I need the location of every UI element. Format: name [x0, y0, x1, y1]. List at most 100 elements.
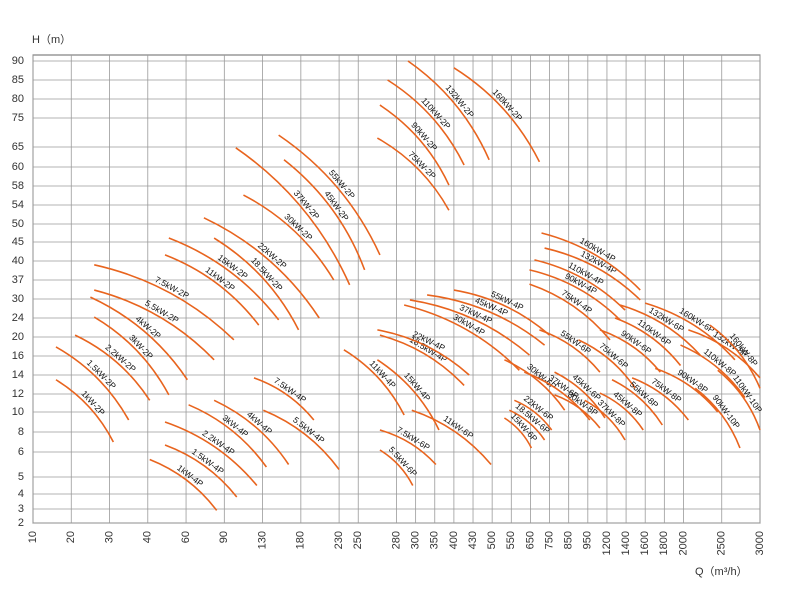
x-tick-label: 10 — [27, 531, 39, 543]
y-tick-label: 8 — [18, 426, 24, 438]
pump-curve — [680, 344, 746, 399]
y-tick-label: 65 — [12, 141, 24, 153]
pump-curve — [599, 392, 644, 431]
curve-label: 132kW-2P — [444, 83, 477, 120]
pump-curve — [90, 296, 188, 381]
pump-curve — [94, 264, 235, 341]
x-tick-label: 280 — [390, 531, 402, 549]
pump-curve — [534, 259, 626, 311]
pump-curve — [717, 369, 761, 431]
y-tick-label: 30 — [12, 293, 24, 305]
y-tick-label: 90 — [12, 55, 24, 67]
x-tick-label: 20 — [65, 531, 77, 543]
y-tick-label: 4 — [18, 488, 24, 500]
x-tick-label: 130 — [256, 531, 268, 549]
pump-curve — [164, 421, 258, 487]
x-tick-label: 550 — [505, 531, 517, 549]
pump-curve — [213, 237, 300, 331]
x-tick-label: 230 — [333, 531, 345, 549]
y-tick-label: 2 — [18, 517, 24, 529]
pump-curve — [55, 346, 130, 421]
y-tick-label: 6 — [18, 446, 24, 458]
x-tick-label: 300 — [410, 531, 422, 549]
pump-curve — [93, 316, 170, 396]
pump-curve — [253, 377, 315, 421]
x-tick-label: 3000 — [754, 531, 766, 555]
pump-curve — [278, 134, 381, 256]
curve-label: 1.5kW-2P — [85, 358, 119, 392]
curve-label: 5.5kW-4P — [291, 415, 327, 446]
x-tick-label: 400 — [448, 531, 460, 549]
pump-curve — [578, 339, 636, 389]
pump-curve — [379, 334, 465, 387]
y-tick-label: 60 — [12, 161, 24, 173]
pump-curve — [213, 399, 290, 465]
x-tick-label: 1400 — [620, 531, 632, 555]
pump-curve — [453, 67, 541, 163]
pump-curve — [407, 60, 490, 161]
pump-curve — [376, 137, 450, 211]
x-tick-label: 40 — [142, 531, 154, 543]
x-tick-label: 750 — [543, 531, 555, 549]
pump-curve — [453, 289, 551, 336]
x-tick-label: 500 — [486, 531, 498, 549]
x-tick-label: 950 — [582, 531, 594, 549]
pump-curve — [55, 379, 115, 443]
curve-label: 7.5kW-4P — [272, 375, 308, 405]
pump-curve — [509, 409, 546, 441]
pump-curve — [387, 79, 465, 166]
y-tick-label: 50 — [12, 218, 24, 230]
pump-curve — [644, 302, 736, 361]
pump-curve — [544, 247, 641, 301]
x-tick-label: 250 — [352, 531, 364, 549]
pump-curve — [504, 359, 566, 411]
pump-curve — [376, 359, 440, 431]
curve-label: 5.5kW-6P — [387, 445, 420, 479]
pump-curve — [409, 299, 530, 356]
pump-curve — [503, 417, 533, 449]
pump-curve — [343, 349, 405, 416]
pump-curve — [379, 429, 437, 466]
x-tick-label: 850 — [563, 531, 575, 549]
pump-curve — [539, 329, 601, 373]
y-tick-label: 58 — [12, 180, 24, 192]
pump-curve — [694, 387, 741, 449]
pump-curve — [614, 317, 682, 366]
x-tick-label: 30 — [103, 531, 115, 543]
x-tick-label: 1200 — [601, 531, 613, 555]
x-axis-label: Q（m³/h） — [695, 565, 748, 578]
pump-curve — [164, 254, 260, 326]
pump-curve — [283, 159, 366, 271]
y-tick-label: 40 — [12, 255, 24, 267]
x-tick-label: 180 — [295, 531, 307, 549]
pump-curve — [379, 104, 450, 186]
x-tick-label: 350 — [429, 531, 441, 549]
pump-curve — [235, 147, 351, 286]
pump-curve — [619, 304, 701, 356]
y-tick-label: 14 — [12, 369, 24, 381]
y-tick-label: 3 — [18, 503, 24, 515]
pump-curve — [243, 194, 335, 281]
pump-curve — [411, 409, 492, 466]
pump-curve — [611, 379, 664, 426]
curve-label: 110kW-2P — [419, 95, 453, 131]
pump-curve — [709, 324, 761, 389]
y-axis-label: H（m） — [32, 33, 71, 46]
pump-curve — [94, 289, 215, 361]
pump-curve — [188, 404, 268, 468]
pump-curve — [599, 329, 661, 373]
pump-curve — [168, 237, 280, 321]
pump-curve — [427, 294, 546, 346]
y-tick-label: 24 — [12, 312, 24, 324]
pump-curve — [379, 449, 414, 486]
pump-curve — [164, 444, 238, 498]
pump-curve — [654, 367, 719, 413]
y-tick-label: 5 — [18, 471, 24, 483]
pump-curve — [688, 329, 761, 379]
pump-curve — [514, 399, 553, 431]
pump-curve — [554, 394, 601, 429]
x-tick-label: 430 — [467, 531, 479, 549]
y-tick-label: 20 — [12, 331, 24, 343]
y-tick-label: 45 — [12, 236, 24, 248]
